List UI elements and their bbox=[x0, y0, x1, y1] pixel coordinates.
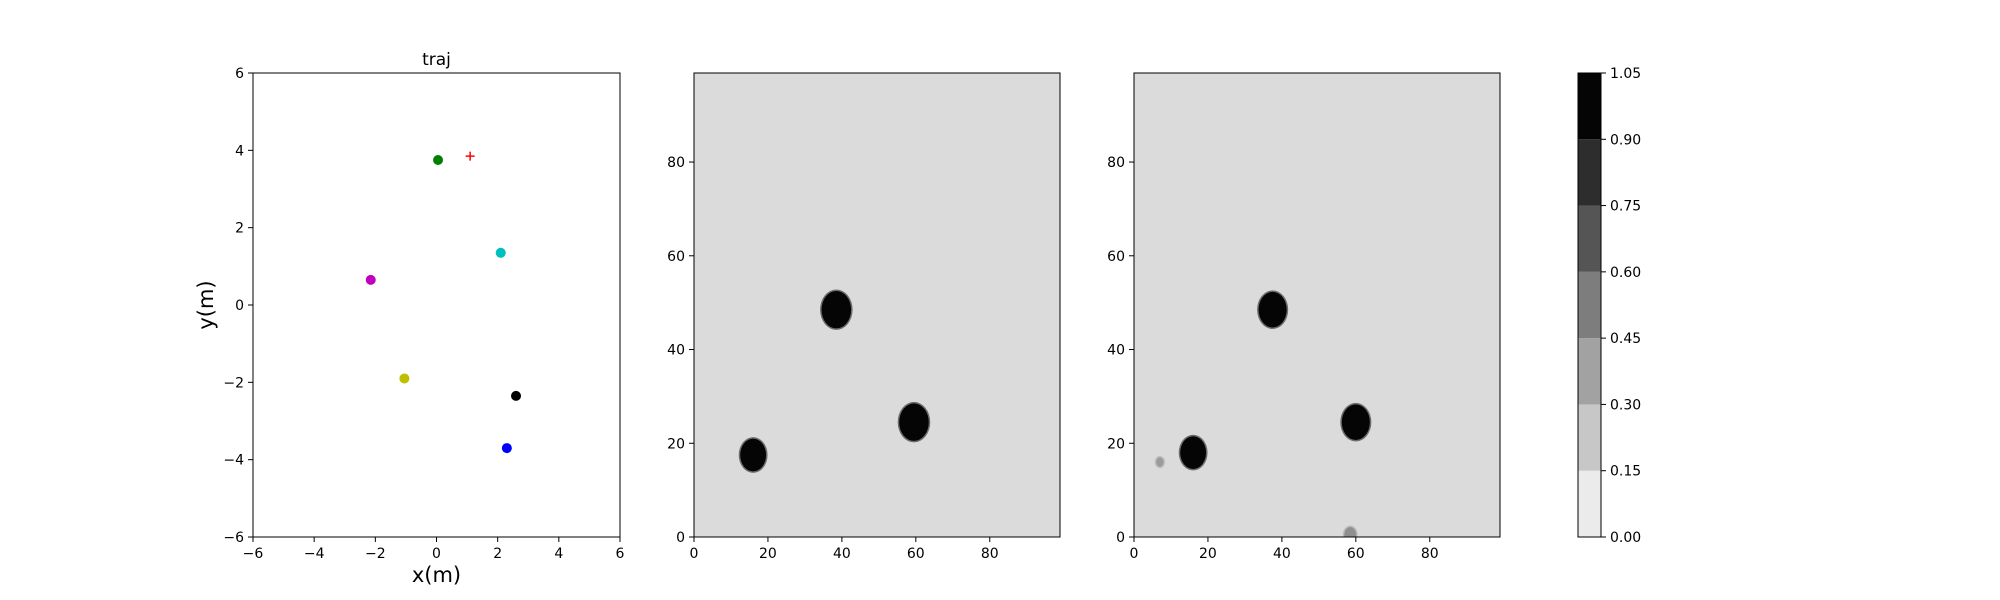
obstacle-blob bbox=[1180, 436, 1207, 470]
heatmap2-ytick-label: 40 bbox=[1107, 343, 1125, 359]
heatmap1-ytick-label: 80 bbox=[667, 155, 685, 171]
traj-xtick-label: 0 bbox=[432, 546, 441, 562]
traj-ytick-label: −4 bbox=[223, 453, 244, 469]
heatmap2-ytick-label: 20 bbox=[1107, 436, 1125, 452]
traj-ytick-label: 2 bbox=[235, 221, 244, 237]
heatmap2-xtick-label: 60 bbox=[1347, 546, 1365, 562]
colorbar-tick-label: 0.45 bbox=[1610, 331, 1641, 347]
agent-dot bbox=[399, 373, 410, 384]
heatmap2-xtick-label: 40 bbox=[1273, 546, 1291, 562]
axes-frame bbox=[693, 72, 1061, 538]
traj-ytick-label: 0 bbox=[235, 298, 244, 314]
colorbar-frame bbox=[1577, 72, 1602, 538]
x-axis-label: x(m) bbox=[412, 563, 461, 587]
agent-dot bbox=[511, 390, 522, 401]
agent-dot bbox=[365, 274, 376, 285]
heatmap1-xtick-label: 40 bbox=[833, 546, 851, 562]
traj-xtick-label: 2 bbox=[493, 546, 502, 562]
traj-ytick-label: 4 bbox=[235, 143, 244, 159]
obstacle-blob bbox=[1156, 457, 1164, 467]
colorbar-segment bbox=[1578, 73, 1601, 140]
obstacle-blob bbox=[1344, 527, 1357, 537]
traj-xtick-label: −2 bbox=[365, 546, 386, 562]
traj-ytick-label: −6 bbox=[223, 530, 244, 546]
traj-xtick-label: 4 bbox=[554, 546, 563, 562]
obstacle-blob bbox=[1341, 404, 1370, 440]
agent-dot bbox=[501, 443, 512, 454]
colorbar-tick-label: 0.75 bbox=[1610, 199, 1641, 215]
colorbar-segment bbox=[1578, 338, 1601, 405]
colorbar-tick-label: 0.15 bbox=[1610, 464, 1641, 480]
heatmap-blobs bbox=[1154, 290, 1372, 537]
heatmap2-ytick-label: 60 bbox=[1107, 249, 1125, 265]
agent-dot bbox=[495, 247, 506, 258]
heatmap2-xtick-label: 20 bbox=[1199, 546, 1217, 562]
heatmap1-ytick-label: 40 bbox=[667, 343, 685, 359]
heatmap2-ytick-label: 0 bbox=[1116, 530, 1125, 546]
occupancy-heatmap-panel-2: 0 20 40 60 80 0 20 40 60 80 bbox=[1107, 72, 1501, 562]
heatmap1-ytick-label: 0 bbox=[676, 530, 685, 546]
traj-ytick-label: 6 bbox=[235, 66, 244, 82]
traj-xtick-label: −6 bbox=[243, 546, 264, 562]
colorbar-segment bbox=[1578, 271, 1601, 339]
target-plus-marker bbox=[465, 151, 475, 161]
traj-xtick-label: −4 bbox=[304, 546, 325, 562]
colorbar-tick-label: 0.30 bbox=[1610, 397, 1641, 413]
plot-area bbox=[253, 73, 620, 537]
colorbar-tick-label: 1.05 bbox=[1610, 66, 1641, 82]
colorbar-tick-label: 0.00 bbox=[1610, 530, 1641, 546]
colorbar-segment bbox=[1578, 470, 1601, 537]
chart-title: traj bbox=[422, 50, 451, 70]
occupancy-heatmap-panel-1: 0 20 40 60 80 0 20 40 60 80 bbox=[667, 72, 1061, 562]
traj-ytick-label: −2 bbox=[223, 375, 244, 391]
colorbar-segment bbox=[1578, 139, 1601, 206]
colorbar-segment bbox=[1578, 205, 1601, 272]
heatmap1-ytick-label: 60 bbox=[667, 249, 685, 265]
heatmap1-xtick-label: 80 bbox=[981, 546, 999, 562]
obstacle-blob bbox=[821, 290, 852, 329]
heatmap1-xtick-label: 60 bbox=[907, 546, 925, 562]
axes-frame bbox=[252, 72, 621, 538]
heatmap2-ytick-label: 80 bbox=[1107, 155, 1125, 171]
obstacle-blob bbox=[740, 438, 767, 472]
traj-xtick-label: 6 bbox=[616, 546, 625, 562]
heatmap1-ytick-label: 20 bbox=[667, 436, 685, 452]
obstacle-blob bbox=[1258, 291, 1287, 328]
agent-dot bbox=[433, 155, 444, 165]
trajectory-scatter-panel: −6 −4 −2 0 2 4 6 −6 −4 −2 0 2 4 6 traj x(m) y(m) bbox=[194, 50, 625, 587]
scatter-points bbox=[365, 151, 522, 454]
colorbar-tick-label: 0.60 bbox=[1610, 265, 1641, 281]
heatmap1-xtick-label: 0 bbox=[690, 546, 699, 562]
heatmap-blobs bbox=[738, 289, 931, 473]
y-axis-label: y(m) bbox=[194, 280, 218, 329]
heatmap2-xtick-label: 0 bbox=[1130, 546, 1139, 562]
obstacle-blob bbox=[899, 403, 929, 441]
axes-frame bbox=[1133, 72, 1501, 538]
colorbar-tick-label: 0.90 bbox=[1610, 132, 1641, 148]
colorbar-segment bbox=[1578, 404, 1601, 471]
colorbar-panel: 0.00 0.15 0.30 0.45 0.60 0.75 0.90 1.05 bbox=[1577, 66, 1641, 546]
heatmap2-xtick-label: 80 bbox=[1421, 546, 1439, 562]
heatmap1-xtick-label: 20 bbox=[759, 546, 777, 562]
